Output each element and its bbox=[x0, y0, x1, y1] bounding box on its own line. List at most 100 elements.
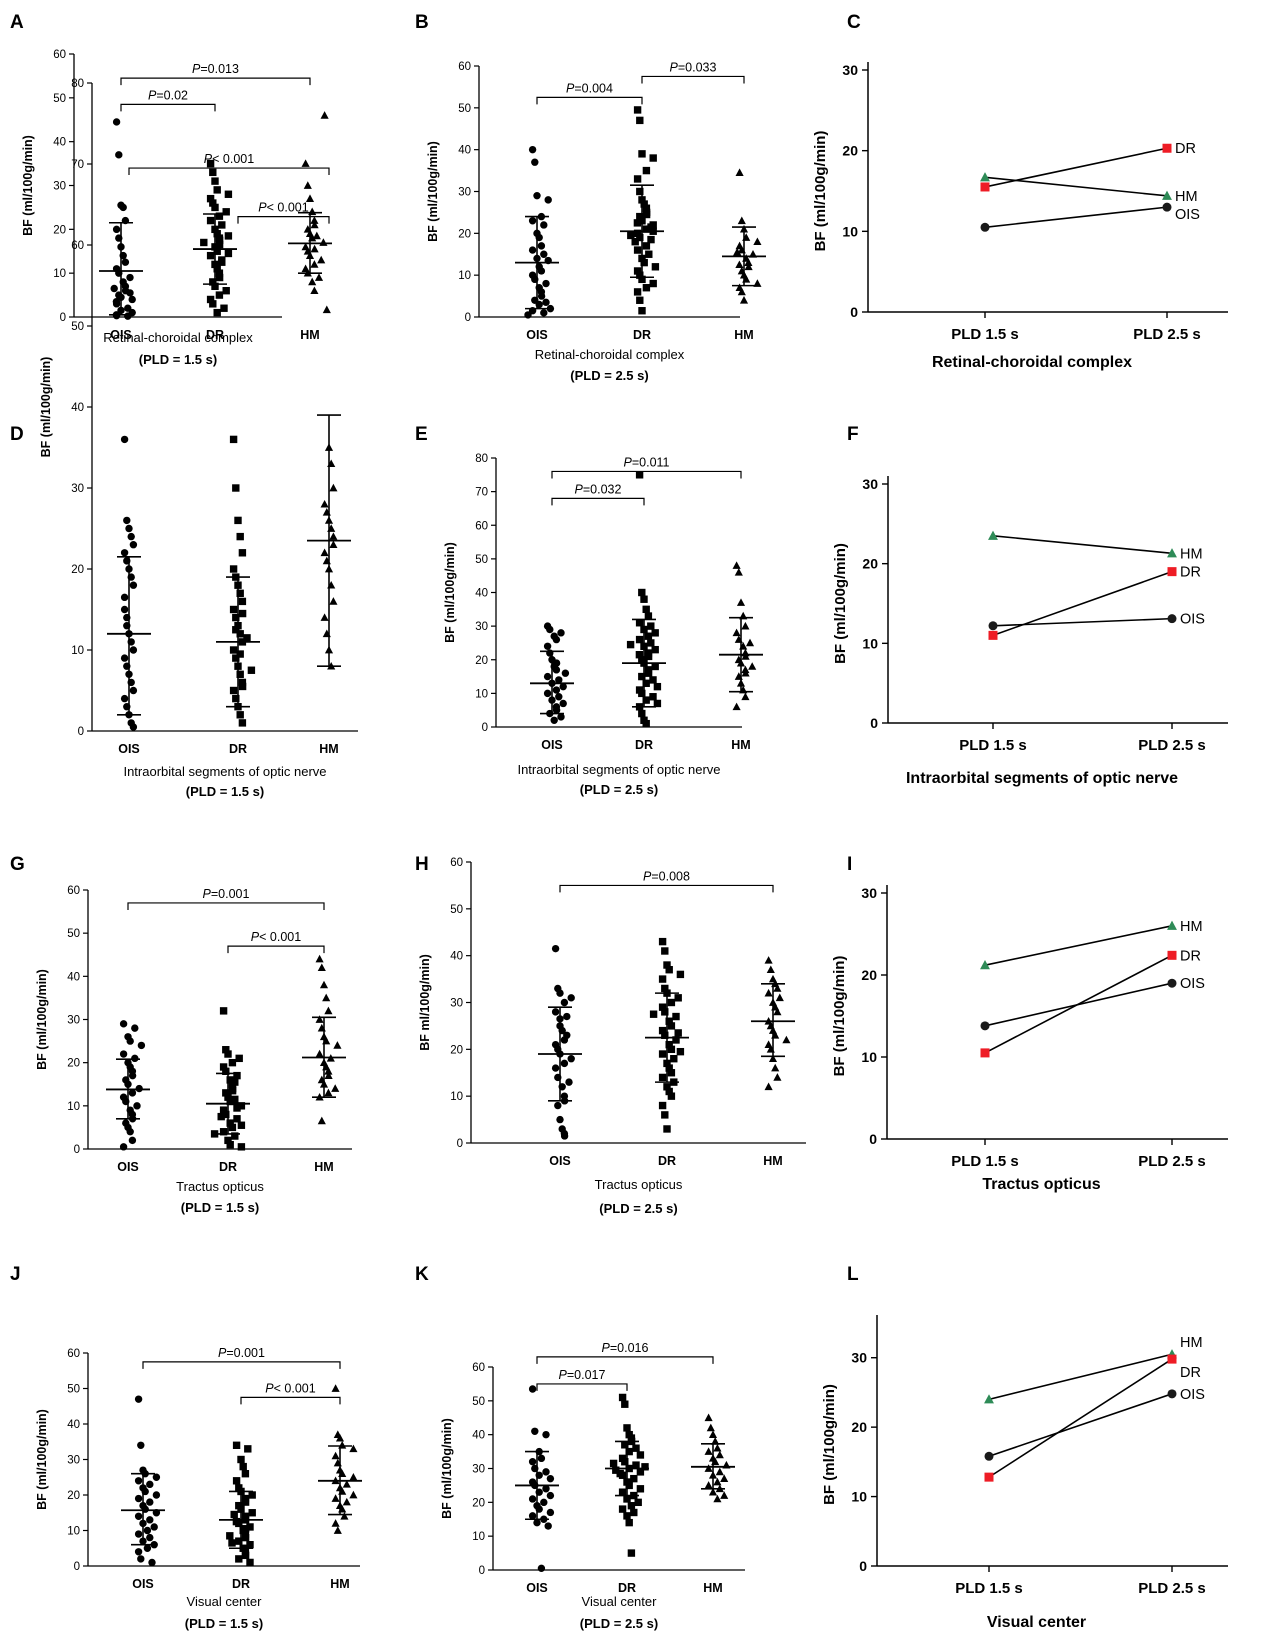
data-point bbox=[229, 686, 238, 695]
data-point bbox=[647, 223, 655, 231]
y-tick-label: 30 bbox=[851, 1350, 867, 1366]
data-point bbox=[645, 250, 653, 258]
data-point bbox=[230, 1510, 238, 1519]
data-point bbox=[540, 309, 548, 317]
data-point bbox=[120, 654, 129, 662]
data-point bbox=[658, 1101, 667, 1110]
series-point bbox=[1167, 1389, 1177, 1399]
p-value-label: P=0.013 bbox=[192, 62, 239, 76]
data-point bbox=[128, 1089, 137, 1097]
data-point bbox=[636, 116, 644, 125]
data-point bbox=[670, 1055, 678, 1063]
data-point bbox=[129, 541, 138, 549]
series-line bbox=[984, 206, 1168, 229]
data-point bbox=[119, 1050, 128, 1058]
y-tick-label: 40 bbox=[458, 145, 471, 157]
group-dr bbox=[622, 471, 666, 728]
data-point bbox=[546, 625, 554, 634]
data-point bbox=[235, 1537, 243, 1545]
data-point bbox=[329, 540, 338, 549]
data-point bbox=[633, 229, 642, 238]
data-point bbox=[324, 1088, 333, 1097]
significance-bracket: P< 0.001 bbox=[227, 930, 325, 954]
group-dr bbox=[605, 1393, 649, 1557]
series-point bbox=[984, 1451, 994, 1461]
bracket-line bbox=[536, 1383, 628, 1391]
data-point bbox=[335, 1433, 345, 1442]
group-dr bbox=[620, 106, 664, 315]
series-label: DR bbox=[1180, 1365, 1201, 1381]
data-point bbox=[146, 1498, 154, 1506]
y-tick-label: 0 bbox=[78, 726, 84, 738]
series-point bbox=[980, 1048, 990, 1058]
series-point bbox=[980, 182, 990, 192]
y-tick-label: 0 bbox=[869, 1131, 877, 1147]
significance-bracket: P=0.001 bbox=[142, 1346, 341, 1369]
y-tick-label: 10 bbox=[458, 270, 471, 282]
data-point bbox=[324, 1071, 333, 1079]
data-point bbox=[621, 1458, 629, 1466]
data-point bbox=[533, 191, 541, 200]
data-point bbox=[222, 1046, 230, 1054]
category-label: DR bbox=[658, 1154, 676, 1168]
data-point bbox=[661, 1008, 669, 1016]
group-dr bbox=[206, 1007, 250, 1151]
p-value-label: P=0.004 bbox=[566, 81, 613, 95]
data-point bbox=[612, 1466, 620, 1474]
data-point bbox=[766, 965, 775, 974]
data-point bbox=[238, 719, 247, 727]
data-point bbox=[555, 676, 563, 684]
data-point bbox=[152, 1491, 161, 1499]
data-point bbox=[651, 662, 659, 671]
data-point bbox=[229, 605, 238, 614]
data-point bbox=[649, 1010, 658, 1018]
y-axis-label: BF (ml/100g/min) bbox=[832, 543, 849, 664]
data-point bbox=[649, 154, 657, 162]
data-point bbox=[238, 597, 247, 606]
y-tick-label: 20 bbox=[450, 1044, 463, 1056]
data-point bbox=[626, 640, 635, 649]
x-axis-label: Intraorbital segments of optic nerve bbox=[123, 764, 326, 779]
data-point bbox=[200, 238, 208, 247]
data-point bbox=[556, 989, 564, 997]
y-tick-label: 20 bbox=[67, 1490, 80, 1502]
data-point bbox=[317, 1116, 326, 1125]
category-label: HM bbox=[330, 1577, 349, 1591]
data-point bbox=[226, 1140, 234, 1149]
data-point bbox=[644, 612, 653, 620]
data-point bbox=[635, 619, 644, 627]
data-point bbox=[552, 635, 561, 644]
y-tick-label: 60 bbox=[67, 885, 80, 897]
data-point bbox=[618, 1505, 627, 1513]
data-point bbox=[119, 1020, 128, 1028]
category-label: DR bbox=[618, 1581, 636, 1595]
data-point bbox=[524, 311, 532, 319]
data-point bbox=[329, 483, 338, 492]
x-axis-label: Retinal-choroidal complex bbox=[103, 330, 253, 345]
series-line bbox=[992, 617, 1173, 627]
data-point bbox=[559, 682, 567, 691]
series-point bbox=[980, 1021, 990, 1031]
p-value-label: P=0.017 bbox=[559, 1368, 606, 1382]
data-point bbox=[226, 1097, 234, 1106]
y-axis-label: BF (ml/100g/min) bbox=[35, 1409, 49, 1510]
x-axis-sublabel: (PLD = 2.5 s) bbox=[580, 782, 658, 797]
data-point bbox=[733, 247, 742, 256]
category-label: DR bbox=[232, 1577, 250, 1591]
data-point bbox=[658, 1073, 667, 1082]
data-point bbox=[143, 1544, 152, 1552]
data-point bbox=[115, 151, 123, 159]
y-tick-label: 10 bbox=[67, 1526, 80, 1538]
data-point bbox=[635, 471, 644, 479]
data-point bbox=[237, 1143, 246, 1151]
data-point bbox=[143, 1526, 152, 1535]
series-line bbox=[992, 534, 1173, 555]
series-point bbox=[1167, 950, 1177, 960]
y-tick-label: 30 bbox=[458, 187, 471, 199]
group-dr bbox=[219, 1441, 263, 1567]
data-point bbox=[333, 1041, 342, 1049]
data-point bbox=[555, 693, 563, 701]
data-point bbox=[128, 1071, 137, 1080]
group-ois bbox=[121, 1395, 165, 1567]
x-axis-label: Visual center bbox=[187, 1594, 263, 1609]
